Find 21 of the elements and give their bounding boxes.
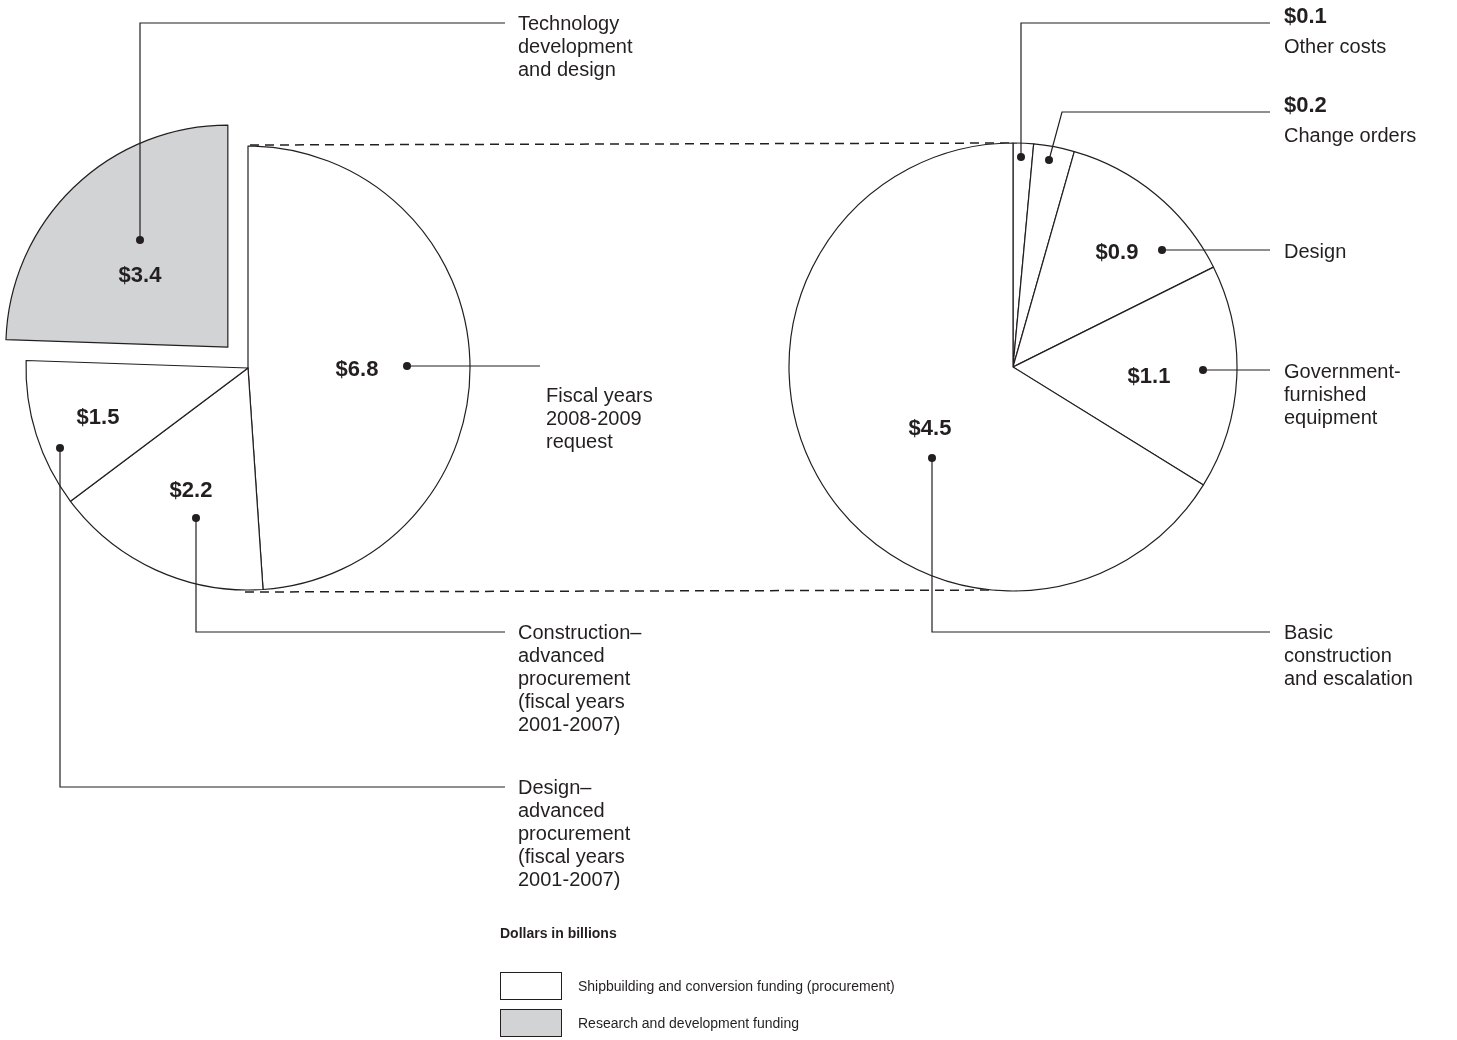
data-label: $0.2: [1284, 91, 1327, 117]
slice-label: Fiscal years 2008-2009 request: [546, 383, 653, 452]
data-label: $1.5: [76, 403, 120, 429]
slice-label: Government-furnished equipment: [1284, 359, 1401, 428]
slice-label: Technology development and design: [518, 11, 633, 80]
slice-label: Design: [1284, 239, 1347, 262]
data-label: $4.5: [908, 414, 952, 440]
slice-label: Construction–advanced procurement (fiscal years 2001-2007): [518, 620, 643, 735]
slice-label: Other costs: [1284, 34, 1387, 57]
data-label: $1.1: [1127, 362, 1171, 388]
text: Dollars in billions: [500, 925, 617, 941]
data-label: $6.8: [335, 355, 379, 381]
data-label: $0.1: [1284, 2, 1327, 28]
slice-label: Design–advanced procurement (fiscal years 2001-2007): [518, 775, 631, 890]
text: Research and development funding: [578, 1015, 800, 1031]
slice-label: Change orders: [1284, 123, 1417, 146]
data-label: $0.9: [1095, 238, 1139, 264]
data-label: $3.4: [118, 261, 163, 287]
slice-label: Basic construction and escalation: [1284, 620, 1413, 689]
text: Shipbuilding and conversion funding (procurement): [578, 978, 895, 994]
data-label: $2.2: [169, 476, 213, 502]
